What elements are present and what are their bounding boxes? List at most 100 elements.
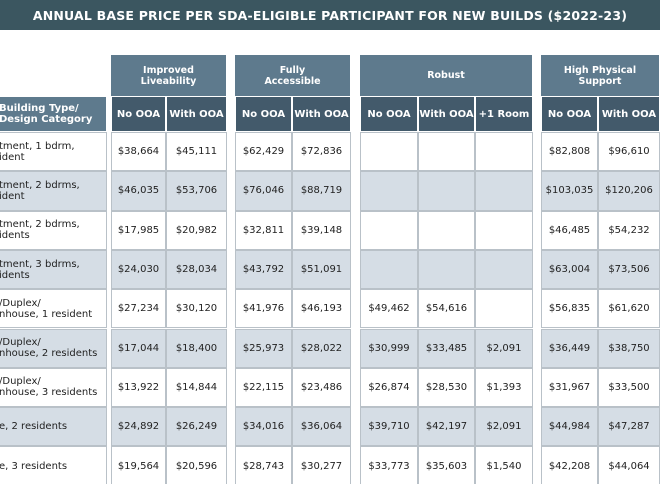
column-header: No OOA bbox=[541, 96, 598, 132]
price: $13,922 bbox=[117, 381, 160, 393]
data-cell: $13,922 bbox=[111, 367, 166, 408]
data-cell: $46,193 bbox=[292, 289, 351, 329]
price: $26,249 bbox=[175, 421, 218, 433]
price: $35,603 bbox=[425, 460, 468, 472]
column-label: No OOA bbox=[241, 108, 286, 120]
price: $26,874 bbox=[368, 381, 410, 393]
price: $30,277 bbox=[300, 460, 343, 472]
price: $14,844 bbox=[175, 381, 218, 393]
data-cell: $32,811 bbox=[235, 210, 292, 250]
price: $20,982 bbox=[175, 224, 218, 236]
data-cell: $2,091 bbox=[475, 407, 533, 447]
data-cell: $43,792 bbox=[235, 249, 292, 290]
price: $38,664 bbox=[117, 146, 160, 158]
group-header: High Physical Support bbox=[541, 55, 660, 96]
column-header: +1 Room bbox=[475, 96, 533, 132]
data-cell: $54,232 bbox=[598, 210, 660, 250]
data-cell: $26,249 bbox=[166, 407, 227, 447]
price: $44,984 bbox=[548, 421, 591, 433]
price: $54,232 bbox=[608, 224, 650, 236]
data-cell: $20,982 bbox=[166, 210, 227, 250]
data-cell: $56,835 bbox=[541, 289, 598, 329]
data-cell: $14,844 bbox=[166, 367, 227, 408]
data-cell: $42,197 bbox=[418, 407, 475, 447]
price: $73,506 bbox=[608, 264, 650, 276]
price: $36,449 bbox=[548, 342, 591, 354]
data-cell: $22,115 bbox=[235, 367, 292, 408]
row-header-label: Building Type/ bbox=[0, 103, 79, 114]
price: $46,035 bbox=[117, 185, 160, 197]
row-label-text: tment, 3 bdrms, bbox=[0, 258, 80, 270]
data-cell: $63,004 bbox=[541, 249, 598, 290]
data-cell: $1,393 bbox=[475, 367, 533, 408]
data-cell: $1,540 bbox=[475, 446, 533, 484]
data-cell: $30,120 bbox=[166, 289, 227, 329]
price: $32,811 bbox=[242, 224, 285, 236]
data-cell bbox=[418, 210, 475, 250]
data-cell bbox=[418, 171, 475, 211]
data-cell: $39,148 bbox=[292, 210, 351, 250]
price: $82,808 bbox=[548, 146, 591, 158]
row-label: /Duplex/nhouse, 3 residents bbox=[0, 367, 107, 408]
row-label-text: /Duplex/ bbox=[0, 337, 41, 349]
data-cell bbox=[475, 132, 533, 172]
price: $28,022 bbox=[300, 342, 343, 354]
price: $20,596 bbox=[175, 460, 218, 472]
price: $17,044 bbox=[117, 342, 160, 354]
group-label: Support bbox=[578, 75, 622, 87]
column-header: With OOA bbox=[292, 96, 351, 132]
price: $18,400 bbox=[175, 342, 218, 354]
price: $42,208 bbox=[548, 460, 591, 472]
data-cell: $35,603 bbox=[418, 446, 475, 484]
data-cell: $18,400 bbox=[166, 328, 227, 368]
data-cell: $82,808 bbox=[541, 132, 598, 172]
data-cell: $17,044 bbox=[111, 328, 166, 368]
row-header: Building Type/Design Category bbox=[0, 96, 107, 132]
price: $23,486 bbox=[300, 381, 343, 393]
price: $33,773 bbox=[368, 460, 410, 472]
data-cell bbox=[475, 210, 533, 250]
row-label: tment, 2 bdrms, idents bbox=[0, 210, 107, 250]
group-label: Fully bbox=[279, 64, 306, 76]
data-cell: $38,664 bbox=[111, 132, 166, 172]
price: $49,462 bbox=[368, 303, 410, 315]
row-header-label: Design Category bbox=[0, 114, 93, 125]
row-label: tment, 3 bdrms, idents bbox=[0, 249, 107, 290]
row-label: e, 2 residents bbox=[0, 407, 107, 447]
data-cell: $31,967 bbox=[541, 367, 598, 408]
data-cell bbox=[475, 289, 533, 329]
data-cell: $28,034 bbox=[166, 249, 227, 290]
row-label: /Duplex/nhouse, 2 residents bbox=[0, 328, 107, 368]
price: $28,743 bbox=[242, 460, 285, 472]
price: $24,030 bbox=[117, 264, 160, 276]
group-label: Robust bbox=[427, 70, 465, 81]
data-cell: $26,874 bbox=[360, 367, 418, 408]
data-cell: $23,486 bbox=[292, 367, 351, 408]
row-label-text: ident bbox=[0, 151, 25, 163]
row-label-text: nhouse, 1 resident bbox=[0, 308, 93, 320]
data-cell bbox=[360, 249, 418, 290]
data-cell: $72,836 bbox=[292, 132, 351, 172]
price: $120,206 bbox=[605, 185, 653, 197]
price: $33,485 bbox=[425, 342, 468, 354]
data-cell: $88,719 bbox=[292, 171, 351, 211]
row-label: tment, 2 bdrms, ident bbox=[0, 171, 107, 211]
price: $44,064 bbox=[608, 460, 650, 472]
price: $88,719 bbox=[300, 185, 343, 197]
row-label-text: idents bbox=[0, 230, 30, 242]
price: $76,046 bbox=[242, 185, 285, 197]
price: $30,999 bbox=[368, 342, 410, 354]
data-cell: $53,706 bbox=[166, 171, 227, 211]
price: $28,034 bbox=[175, 264, 218, 276]
column-label: No OOA bbox=[367, 108, 411, 120]
price: $62,429 bbox=[242, 146, 285, 158]
data-cell: $2,091 bbox=[475, 328, 533, 368]
column-label: With OOA bbox=[419, 108, 474, 120]
price: $39,148 bbox=[300, 224, 343, 236]
data-cell bbox=[360, 210, 418, 250]
price: $63,004 bbox=[548, 264, 591, 276]
price: $34,016 bbox=[242, 421, 285, 433]
price: $53,706 bbox=[175, 185, 218, 197]
data-cell: $27,234 bbox=[111, 289, 166, 329]
row-label-text: /Duplex/ bbox=[0, 376, 41, 388]
